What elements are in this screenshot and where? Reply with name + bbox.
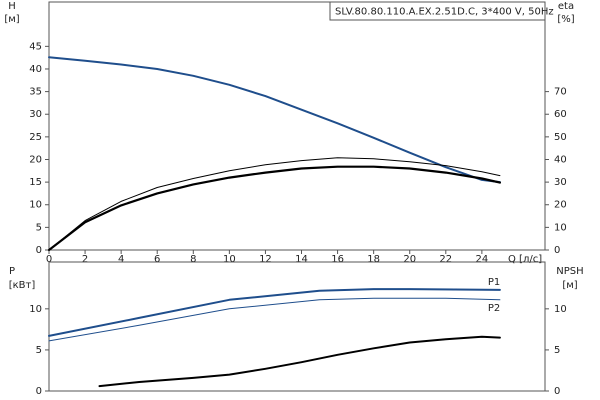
x-tick-label: 24 — [476, 254, 489, 265]
y2-tick-label: 30 — [554, 177, 567, 188]
curve — [47, 165, 501, 252]
x-tick-label: 10 — [223, 254, 236, 265]
y-axis-unit: [м] — [4, 14, 19, 25]
x-tick-label: 8 — [190, 254, 196, 265]
curve — [98, 335, 501, 388]
x-tick-label: 2 — [82, 254, 88, 265]
x-tick-label: 16 — [331, 254, 344, 265]
y-tick-label: 5 — [36, 345, 42, 356]
y2-tick-label: 70 — [554, 87, 567, 98]
y2-tick-label: 40 — [554, 154, 567, 165]
y-tick-label: 0 — [36, 245, 42, 256]
plot-frame — [48, 1, 546, 251]
x-axis-label: Q [л/с] — [508, 254, 542, 265]
y-tick-label: 15 — [29, 177, 42, 188]
y2-tick-label: 50 — [554, 132, 567, 143]
y2-tick-label: 0 — [554, 245, 560, 256]
y-axis-label: P — [9, 266, 15, 277]
y-tick-label: 5 — [36, 222, 42, 233]
y-tick-label: 10 — [29, 304, 42, 315]
x-tick-label: 6 — [154, 254, 160, 265]
y-tick-label: 25 — [29, 132, 42, 143]
x-tick-label: 4 — [118, 254, 124, 265]
x-tick-label: 22 — [439, 254, 452, 265]
x-tick-label: 18 — [367, 254, 380, 265]
y-tick-label: 0 — [36, 386, 42, 397]
y2-tick-label: 0 — [554, 386, 560, 397]
curve — [48, 157, 501, 251]
y-tick-label: 10 — [29, 200, 42, 211]
y2-axis-unit: [%] — [557, 14, 574, 25]
y2-axis-unit: [м] — [562, 280, 577, 291]
y2-tick-label: 10 — [554, 304, 567, 315]
y-tick-label: 20 — [29, 154, 42, 165]
y-tick-label: 35 — [29, 87, 42, 98]
y2-axis-label: eta — [558, 1, 574, 12]
x-tick-label: 14 — [295, 254, 308, 265]
y2-tick-label: 5 — [554, 345, 560, 356]
y2-tick-label: 20 — [554, 200, 567, 211]
y-axis-label: H — [8, 1, 16, 12]
y2-axis-label: NPSH — [556, 266, 583, 277]
series-label: P2 — [488, 303, 500, 314]
y-axis-unit: [кВт] — [9, 280, 36, 291]
x-tick-label: 20 — [403, 254, 416, 265]
x-tick-label: 0 — [46, 254, 52, 265]
y-tick-label: 45 — [29, 41, 42, 52]
y2-tick-label: 10 — [554, 222, 567, 233]
y2-tick-label: 60 — [554, 109, 567, 120]
chart-title: SLV.80.80.110.A.EX.2.51D.C, 3*400 V, 50H… — [335, 7, 554, 18]
plot-frame — [48, 261, 546, 392]
x-tick-label: 12 — [259, 254, 272, 265]
y-tick-label: 30 — [29, 109, 42, 120]
curve — [48, 288, 501, 337]
y-tick-label: 40 — [29, 64, 42, 75]
curve — [48, 297, 501, 342]
series-label: P1 — [488, 277, 500, 288]
